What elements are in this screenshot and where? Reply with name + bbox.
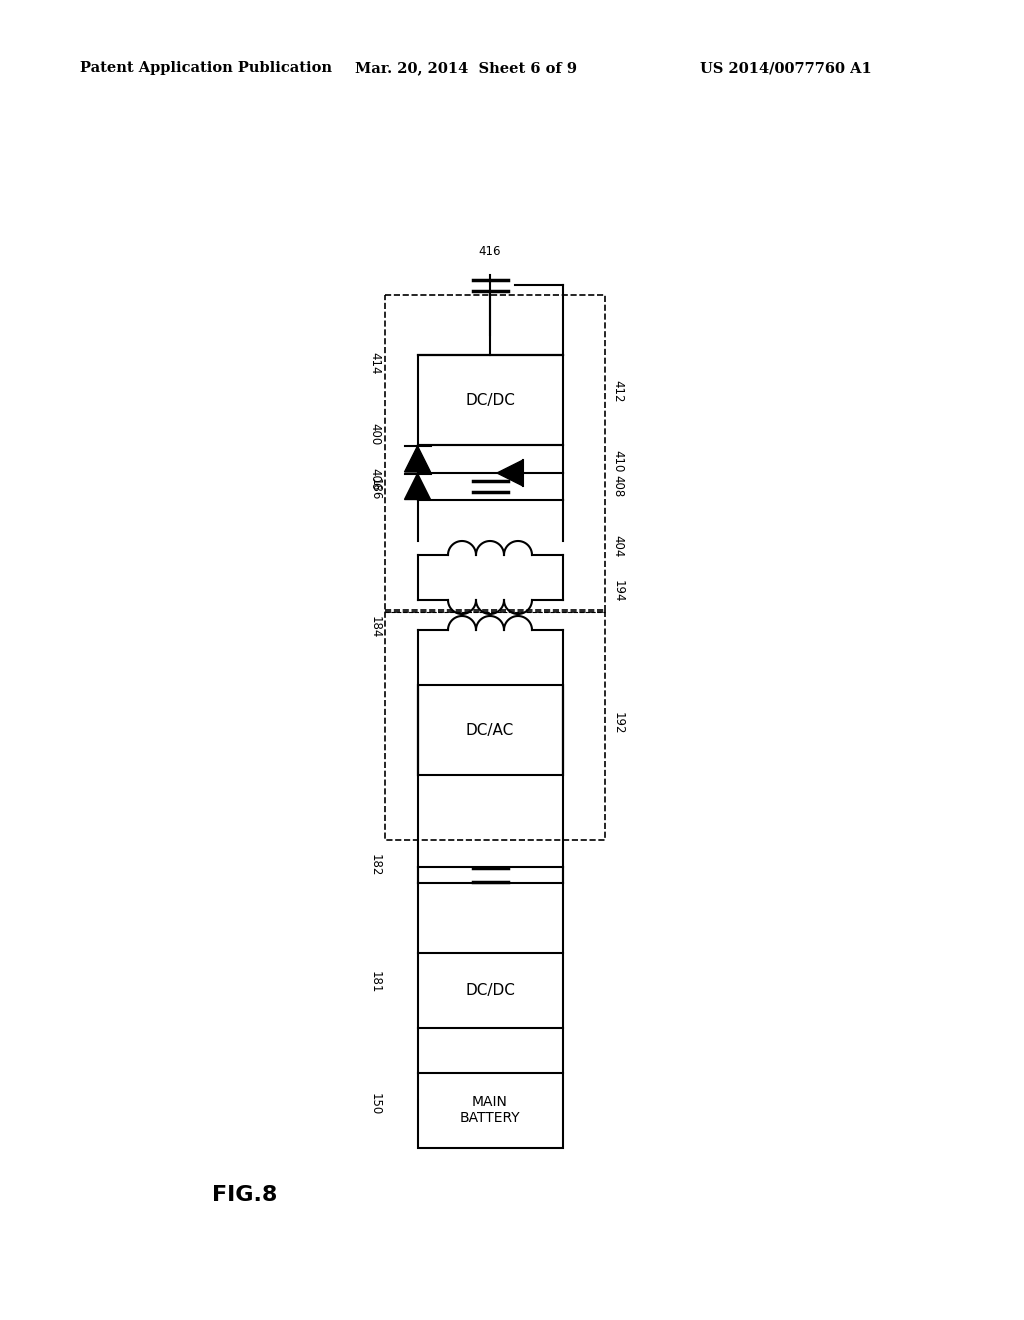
Text: DC/DC: DC/DC [465,982,515,998]
Text: 192: 192 [611,713,625,735]
Text: 186: 186 [369,478,382,500]
Text: 150: 150 [369,1093,382,1115]
Text: 400: 400 [369,422,382,445]
Polygon shape [497,459,523,486]
Bar [385,610,605,840]
Bar [418,1072,562,1147]
Bar [418,355,562,445]
Text: 412: 412 [611,380,625,403]
Text: 182: 182 [369,854,382,876]
Text: 184: 184 [369,615,382,638]
Text: DC/AC: DC/AC [466,722,514,738]
Text: 414: 414 [369,352,382,375]
Text: 406: 406 [369,467,382,490]
Text: Mar. 20, 2014  Sheet 6 of 9: Mar. 20, 2014 Sheet 6 of 9 [355,61,577,75]
Polygon shape [404,446,430,473]
Text: 194: 194 [611,579,625,602]
Text: 416: 416 [479,246,502,257]
Text: DC/DC: DC/DC [465,392,515,408]
Text: 404: 404 [611,535,625,557]
Text: 181: 181 [369,970,382,993]
Bar [418,953,562,1027]
Text: 410: 410 [611,450,625,473]
Bar [418,685,562,775]
Bar [385,294,605,612]
Text: Patent Application Publication: Patent Application Publication [80,61,332,75]
Text: US 2014/0077760 A1: US 2014/0077760 A1 [700,61,871,75]
Polygon shape [404,474,430,499]
Text: MAIN
BATTERY: MAIN BATTERY [460,1094,520,1125]
Text: 408: 408 [611,475,625,498]
Text: FIG.8: FIG.8 [212,1185,278,1205]
